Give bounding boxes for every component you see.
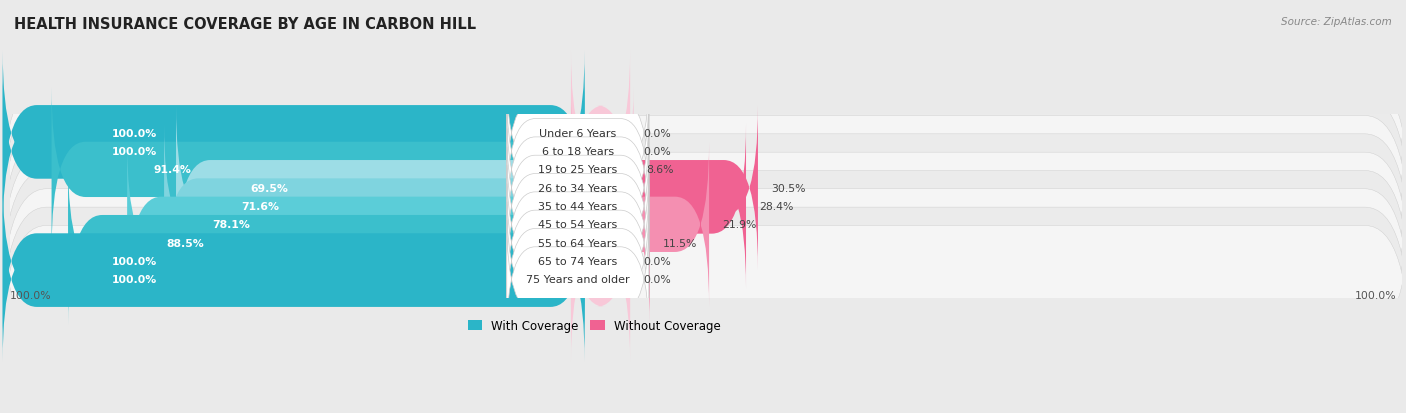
FancyBboxPatch shape: [1, 59, 1406, 244]
FancyBboxPatch shape: [127, 143, 585, 307]
FancyBboxPatch shape: [1, 169, 1406, 354]
FancyBboxPatch shape: [165, 124, 585, 289]
Text: 0.0%: 0.0%: [643, 147, 671, 157]
Text: 100.0%: 100.0%: [1354, 290, 1396, 300]
Text: Source: ZipAtlas.com: Source: ZipAtlas.com: [1281, 17, 1392, 26]
Text: 100.0%: 100.0%: [112, 147, 157, 157]
Legend: With Coverage, Without Coverage: With Coverage, Without Coverage: [468, 319, 721, 332]
Text: 6 to 18 Years: 6 to 18 Years: [541, 147, 614, 157]
Text: 0.0%: 0.0%: [643, 275, 671, 285]
FancyBboxPatch shape: [3, 70, 585, 234]
FancyBboxPatch shape: [506, 74, 648, 192]
FancyBboxPatch shape: [1, 114, 1406, 299]
FancyBboxPatch shape: [3, 197, 585, 362]
FancyBboxPatch shape: [176, 106, 585, 270]
FancyBboxPatch shape: [506, 147, 648, 266]
Text: 0.0%: 0.0%: [643, 256, 671, 266]
FancyBboxPatch shape: [571, 124, 747, 289]
FancyBboxPatch shape: [506, 129, 648, 247]
Text: 45 to 54 Years: 45 to 54 Years: [538, 220, 617, 230]
Text: 100.0%: 100.0%: [112, 256, 157, 266]
Text: HEALTH INSURANCE COVERAGE BY AGE IN CARBON HILL: HEALTH INSURANCE COVERAGE BY AGE IN CARB…: [14, 17, 477, 31]
Text: 75 Years and older: 75 Years and older: [526, 275, 630, 285]
FancyBboxPatch shape: [571, 70, 630, 234]
Text: 71.6%: 71.6%: [242, 202, 280, 211]
FancyBboxPatch shape: [506, 202, 648, 320]
FancyBboxPatch shape: [52, 88, 585, 252]
FancyBboxPatch shape: [571, 106, 758, 270]
Text: 88.5%: 88.5%: [167, 238, 204, 248]
FancyBboxPatch shape: [506, 93, 648, 211]
FancyBboxPatch shape: [506, 221, 648, 339]
Text: 28.4%: 28.4%: [759, 202, 793, 211]
FancyBboxPatch shape: [1, 151, 1406, 335]
Text: 30.5%: 30.5%: [770, 183, 806, 193]
FancyBboxPatch shape: [1, 132, 1406, 317]
FancyBboxPatch shape: [1, 78, 1406, 262]
FancyBboxPatch shape: [571, 161, 650, 325]
Text: 26 to 34 Years: 26 to 34 Years: [538, 183, 617, 193]
FancyBboxPatch shape: [571, 51, 630, 216]
FancyBboxPatch shape: [1, 96, 1406, 281]
Text: Under 6 Years: Under 6 Years: [538, 128, 616, 138]
Text: 19 to 25 Years: 19 to 25 Years: [538, 165, 617, 175]
Text: 91.4%: 91.4%: [153, 165, 191, 175]
Text: 0.0%: 0.0%: [643, 128, 671, 138]
FancyBboxPatch shape: [1, 187, 1406, 372]
FancyBboxPatch shape: [3, 51, 585, 216]
FancyBboxPatch shape: [571, 88, 634, 252]
FancyBboxPatch shape: [571, 143, 709, 307]
FancyBboxPatch shape: [3, 179, 585, 343]
Text: 100.0%: 100.0%: [112, 128, 157, 138]
Text: 65 to 74 Years: 65 to 74 Years: [538, 256, 617, 266]
FancyBboxPatch shape: [506, 166, 648, 284]
Text: 69.5%: 69.5%: [250, 183, 288, 193]
Text: 35 to 44 Years: 35 to 44 Years: [538, 202, 617, 211]
FancyBboxPatch shape: [506, 184, 648, 302]
FancyBboxPatch shape: [67, 161, 585, 325]
Text: 8.6%: 8.6%: [647, 165, 673, 175]
FancyBboxPatch shape: [571, 179, 630, 343]
Text: 78.1%: 78.1%: [212, 220, 250, 230]
Text: 55 to 64 Years: 55 to 64 Years: [538, 238, 617, 248]
Text: 11.5%: 11.5%: [664, 238, 697, 248]
FancyBboxPatch shape: [1, 41, 1406, 226]
Text: 21.9%: 21.9%: [723, 220, 756, 230]
Text: 100.0%: 100.0%: [112, 275, 157, 285]
FancyBboxPatch shape: [571, 197, 630, 362]
Text: 100.0%: 100.0%: [10, 290, 51, 300]
FancyBboxPatch shape: [506, 111, 648, 229]
